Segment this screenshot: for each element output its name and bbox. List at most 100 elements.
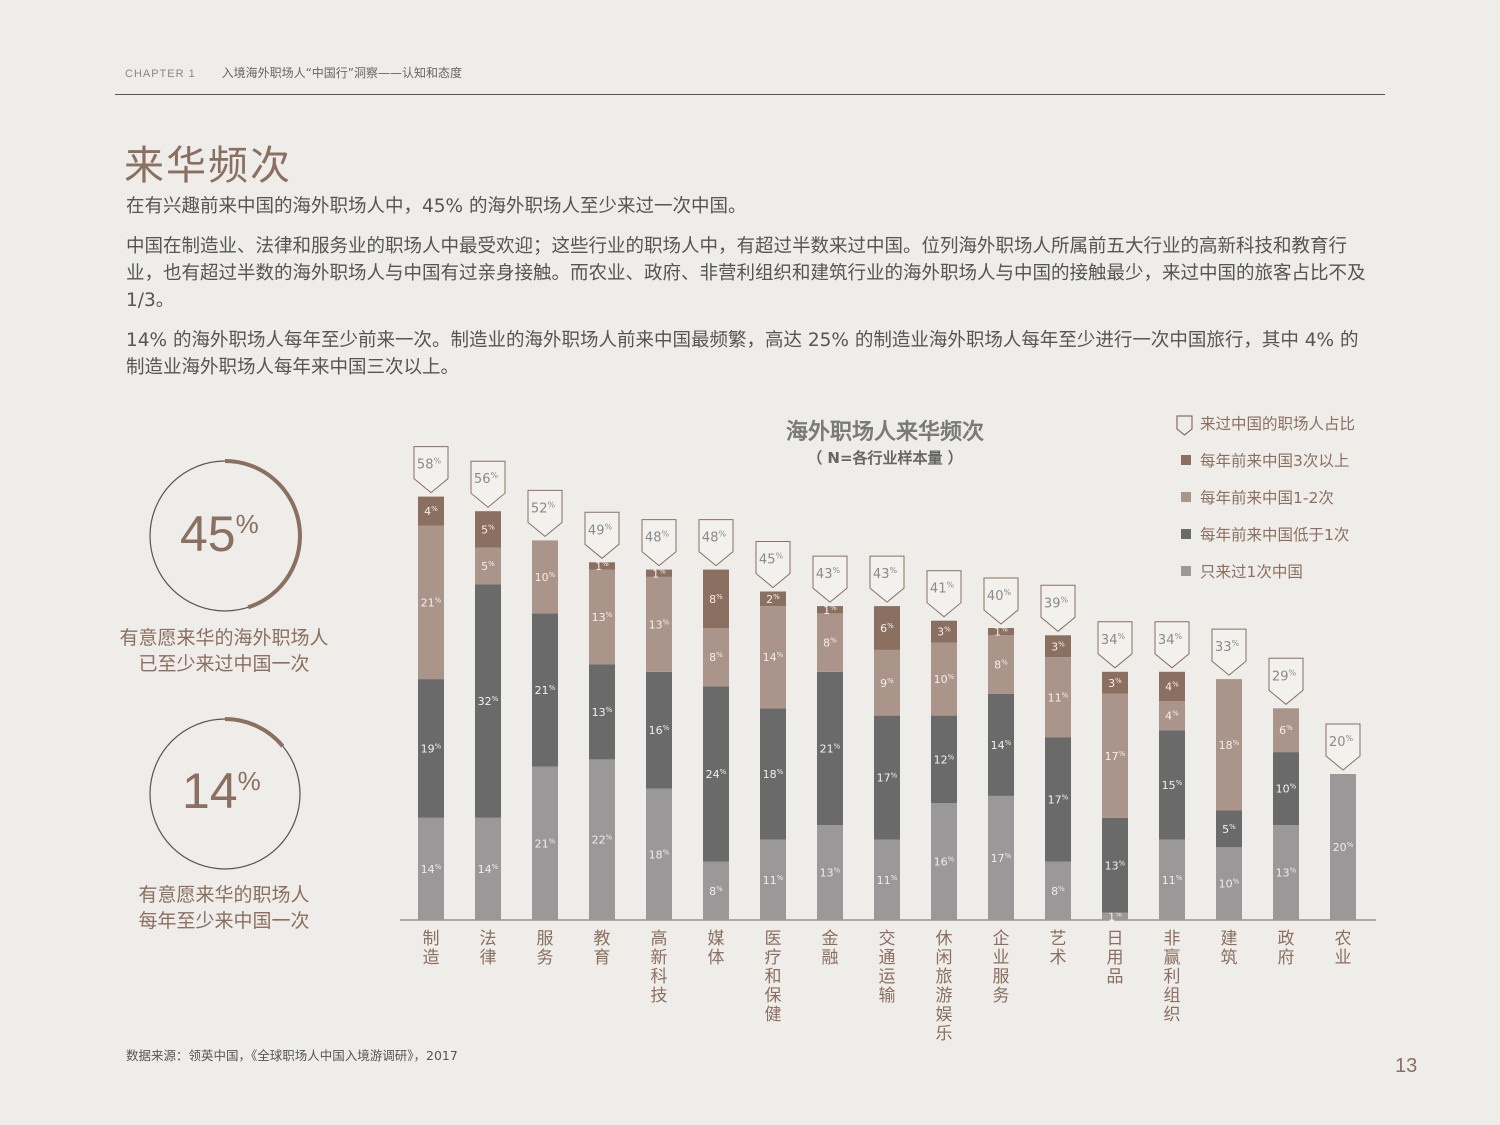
total-tag-marker xyxy=(755,541,791,589)
category-label: 乐 xyxy=(936,1024,953,1044)
header-divider xyxy=(115,94,1385,95)
category-label: 科 xyxy=(651,967,668,987)
bar-segment xyxy=(418,679,444,818)
chart-subtitle: （ N=各行业样本量 ） xyxy=(807,449,963,467)
bar-segment xyxy=(589,759,615,920)
bar-segment xyxy=(817,613,843,672)
total-tag-marker xyxy=(698,519,734,567)
bar-segment xyxy=(760,839,786,920)
bar-segment xyxy=(703,861,729,920)
bar-segment xyxy=(646,788,672,920)
bar-segment xyxy=(760,591,786,607)
category-label: 日 xyxy=(1107,929,1124,949)
bar-segment xyxy=(760,708,786,840)
category-label: 术 xyxy=(1050,948,1067,968)
category-label: 筑 xyxy=(1221,948,1238,968)
bar-segment xyxy=(1102,693,1128,818)
total-tag-marker xyxy=(869,555,905,603)
category-label: 融 xyxy=(822,948,839,968)
total-tag-marker xyxy=(584,511,620,559)
bar-segment xyxy=(1102,912,1128,920)
total-tag-marker xyxy=(1268,657,1304,705)
category-label: 旅 xyxy=(936,967,953,987)
bar-segment xyxy=(646,576,672,672)
category-label: 用 xyxy=(1107,948,1124,968)
bar-segment xyxy=(1102,671,1128,694)
bar-segment xyxy=(1273,752,1299,826)
category-label: 服 xyxy=(537,929,554,949)
bar-segment xyxy=(532,540,558,614)
stat-ring-45 xyxy=(149,459,302,612)
bar-segment xyxy=(1045,635,1071,658)
total-tag-marker xyxy=(1325,723,1361,771)
bar-segment xyxy=(1216,847,1242,920)
category-label: 交 xyxy=(879,929,896,949)
bar-segment xyxy=(1045,657,1071,738)
category-label: 媒 xyxy=(708,929,725,949)
bar-segment xyxy=(988,635,1014,694)
total-tag-marker xyxy=(413,446,449,494)
bar-segment xyxy=(1159,701,1185,731)
bar-segment xyxy=(646,569,672,577)
category-label: 闲 xyxy=(936,948,953,968)
bar-segment xyxy=(931,620,957,643)
category-label: 健 xyxy=(765,1005,782,1025)
total-tag-marker xyxy=(1211,628,1247,676)
stat-number: 45 xyxy=(180,506,236,562)
category-label: 新 xyxy=(651,948,668,968)
bar-segment xyxy=(760,606,786,709)
bar-segment xyxy=(1330,774,1356,920)
legend-swatch xyxy=(1181,529,1191,539)
paragraph-2: 中国在制造业、法律和服务业的职场人中最受欢迎；这些行业的职场人中，有超过半数来过… xyxy=(126,236,1366,311)
category-label: 法 xyxy=(480,929,497,949)
bar-segment xyxy=(475,547,501,585)
category-label: 娱 xyxy=(936,1005,953,1025)
category-label: 游 xyxy=(936,986,953,1006)
bar-segment xyxy=(589,664,615,760)
bar-segment xyxy=(874,839,900,920)
category-label: 高 xyxy=(651,929,668,949)
category-label: 造 xyxy=(423,948,440,968)
stat-ring-14 xyxy=(149,717,301,870)
bar-segment xyxy=(874,606,900,650)
bar-segment xyxy=(988,693,1014,796)
bar-segment xyxy=(1273,825,1299,920)
total-tag-marker xyxy=(1040,584,1076,632)
category-label: 体 xyxy=(708,948,725,968)
ring-progress-arc xyxy=(224,717,285,748)
page-title: 来华频次 xyxy=(124,143,292,189)
bar-segment xyxy=(931,642,957,716)
bar-segment xyxy=(475,817,501,920)
stat-value-45: 45% xyxy=(180,505,259,563)
bar-segment xyxy=(1102,817,1128,913)
category-label: 运 xyxy=(879,967,896,987)
bar-segment xyxy=(589,562,615,570)
category-label: 和 xyxy=(765,967,782,987)
category-label: 律 xyxy=(480,948,497,968)
category-label: 通 xyxy=(879,948,896,968)
category-label: 业 xyxy=(1335,948,1352,968)
bar-segment xyxy=(475,511,501,548)
category-label: 赢 xyxy=(1164,948,1181,968)
bar-segment xyxy=(988,628,1014,636)
category-label: 制 xyxy=(423,929,440,949)
category-label: 企 xyxy=(993,929,1010,949)
bar-segment xyxy=(1273,708,1299,753)
bar-segment xyxy=(874,649,900,716)
category-label: 保 xyxy=(765,986,782,1006)
bar-segment xyxy=(703,628,729,687)
section-label: 入境海外职场人“中国行”洞察——认知和态度 xyxy=(221,66,463,80)
page-number: 13 xyxy=(1395,1055,1418,1077)
bar-segment xyxy=(817,606,843,614)
category-label: 利 xyxy=(1164,967,1181,987)
page-header: CHAPTER 1 入境海外职场人“中国行”洞察——认知和态度 xyxy=(125,64,462,81)
bar-segment xyxy=(532,613,558,767)
stat-number: 14 xyxy=(182,763,238,819)
bar-segment xyxy=(1045,737,1071,862)
stat-unit: % xyxy=(235,509,259,539)
bar-segment xyxy=(589,569,615,665)
bar-segment xyxy=(532,766,558,920)
total-tag-marker xyxy=(812,555,848,603)
legend-swatch xyxy=(1181,455,1191,465)
